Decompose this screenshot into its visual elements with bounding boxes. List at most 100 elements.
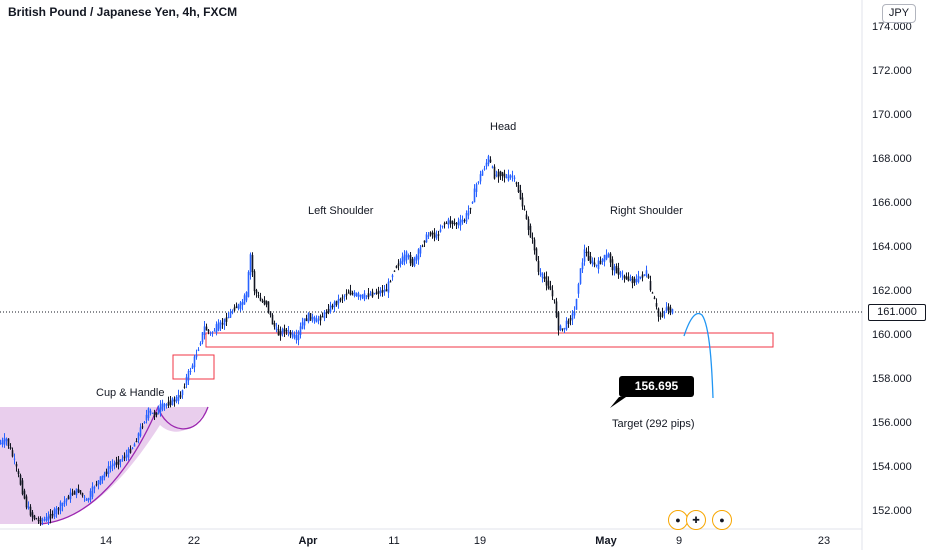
- candle-body: [147, 408, 150, 419]
- candle-body: [3, 437, 6, 445]
- candle-body: [415, 255, 418, 261]
- candle-body: [287, 330, 290, 334]
- candle-body: [81, 493, 84, 496]
- candle-body: [319, 316, 322, 321]
- candle-body: [19, 475, 22, 485]
- candle-body: [385, 289, 388, 292]
- candle-body: [325, 312, 328, 314]
- candle-body: [383, 289, 386, 292]
- candle-body: [657, 308, 660, 317]
- candle-body: [559, 325, 562, 331]
- candle-body: [571, 313, 574, 320]
- candle-body: [301, 322, 304, 329]
- candle-body: [361, 294, 364, 299]
- candle-body: [435, 234, 438, 239]
- candle-body: [197, 349, 200, 351]
- candle-body: [347, 292, 350, 294]
- candle-body: [613, 266, 616, 271]
- candle-body: [355, 293, 358, 297]
- candle-body: [489, 159, 492, 163]
- candle-body: [471, 202, 474, 204]
- candle-body: [79, 490, 82, 493]
- candle-body: [447, 219, 450, 225]
- candle-body: [285, 330, 288, 332]
- projection-curve: [683, 312, 714, 399]
- candle-body: [47, 515, 50, 521]
- candle-body: [531, 237, 534, 239]
- candle-body: [455, 223, 458, 225]
- candle-body: [563, 327, 566, 329]
- economic-event-icon[interactable]: ●: [668, 510, 688, 530]
- candle-body: [465, 213, 468, 222]
- candle-body: [173, 399, 176, 402]
- candle-body: [503, 173, 506, 178]
- candle-body: [41, 519, 44, 521]
- candle-body: [545, 276, 548, 286]
- candle-body: [27, 506, 30, 509]
- cup-handle-region: [0, 407, 208, 524]
- candle-body: [131, 447, 134, 449]
- uk-flag-icon[interactable]: ✚: [686, 510, 706, 530]
- candle-body: [225, 317, 228, 322]
- candle-body: [485, 162, 488, 167]
- candle-body: [601, 258, 604, 262]
- candle-body: [653, 297, 656, 299]
- candle-body: [393, 270, 396, 272]
- cup-handle-label: Cup & Handle: [96, 387, 165, 399]
- cup-handle-curve: [39, 405, 209, 525]
- candle-body: [511, 175, 514, 177]
- candle-body: [269, 311, 272, 315]
- y-tick-label: 174.000: [872, 21, 912, 33]
- candle-body: [327, 308, 330, 313]
- candle-body: [211, 332, 214, 334]
- candle-body: [525, 214, 528, 220]
- candle-body: [663, 311, 666, 314]
- candle-body: [149, 410, 152, 413]
- candle-body: [331, 305, 334, 308]
- breakout-zone: [172, 354, 215, 380]
- y-tick-label: 158.000: [872, 373, 912, 385]
- candle-body: [417, 249, 420, 260]
- candle-body: [497, 171, 500, 178]
- candle-body: [349, 290, 352, 295]
- currency-button[interactable]: JPY: [882, 4, 916, 23]
- candle-body: [439, 229, 442, 232]
- candle-body: [181, 390, 184, 396]
- candle-body: [73, 491, 76, 495]
- candle-body: [245, 292, 248, 301]
- candle-body: [475, 184, 478, 192]
- candle-body: [15, 464, 18, 467]
- head-label: Head: [490, 121, 517, 133]
- candle-body: [289, 331, 292, 335]
- candle-body: [21, 480, 24, 495]
- candle-body: [177, 394, 180, 401]
- candle-body: [235, 306, 238, 309]
- target-price-callout[interactable]: 156.695: [619, 376, 694, 397]
- candle-body: [611, 259, 614, 271]
- candle-body: [659, 315, 662, 317]
- candle-body: [55, 508, 58, 515]
- candle-body: [85, 498, 88, 501]
- right-shoulder-label: Right Shoulder: [610, 205, 683, 217]
- candle-body: [217, 322, 220, 331]
- candle-body: [555, 301, 558, 318]
- candle-body: [261, 301, 264, 303]
- candle-body: [203, 326, 206, 336]
- economic-event-icon[interactable]: ●: [712, 510, 732, 530]
- candle-body: [619, 272, 622, 275]
- candle-body: [333, 302, 336, 308]
- candle-body: [477, 181, 480, 183]
- candle-body: [83, 496, 86, 498]
- candle-body: [457, 221, 460, 226]
- candle-body: [363, 293, 366, 300]
- candle-body: [37, 520, 40, 522]
- candle-body: [535, 248, 538, 261]
- candle-body: [381, 289, 384, 293]
- candle-body: [495, 174, 498, 176]
- y-tick-label: 156.000: [872, 417, 912, 429]
- candle-body: [313, 317, 316, 322]
- y-tick-label: 160.000: [872, 329, 912, 341]
- candle-body: [599, 260, 602, 265]
- candle-body: [451, 221, 454, 225]
